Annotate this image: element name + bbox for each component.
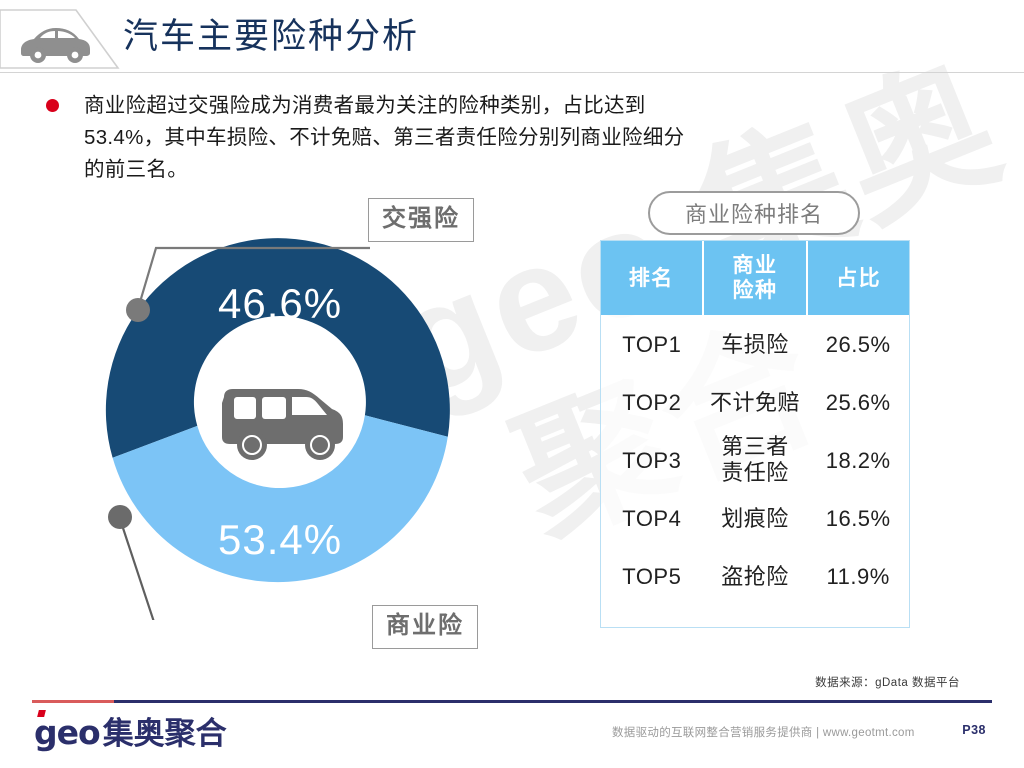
brand-logo: geo 集奥聚合	[34, 708, 227, 753]
footer-divider	[32, 700, 992, 703]
bullet-text: 商业险超过交强险成为消费者最为关注的险种类别，占比达到53.4%，其中车损险、不…	[84, 94, 685, 181]
van-icon	[212, 375, 352, 467]
footer-divider-accent	[32, 700, 114, 703]
cell-share: 25.6%	[825, 389, 891, 415]
callout-label-shangyexian: 商业险	[372, 605, 478, 649]
brand-logo-cn: 集奥聚合	[102, 716, 227, 751]
table-header-category-line1: 商业	[732, 254, 778, 277]
donut-chart-svg	[105, 238, 450, 620]
footer-tagline: 数据驱动的互联网整合营销服务提供商 | www.geotmt.com	[612, 727, 915, 739]
cell-category: 不计免赔	[709, 389, 800, 415]
cell-share: 18.2%	[825, 447, 891, 473]
slide-header: 汽车主要险种分析	[0, 0, 1024, 78]
data-source-note: 数据来源：gData 数据平台	[815, 677, 960, 689]
cell-category: 车损险	[721, 331, 789, 357]
cell-rank: TOP3	[622, 447, 682, 473]
table-header-share: 占比	[807, 241, 909, 315]
donut-slice-jiaoqiangxian	[105, 238, 450, 458]
donut-slice-shangyexian	[112, 415, 448, 583]
table-row: TOP1 车损险 26.5%	[601, 315, 909, 373]
table-header-category: 商业 险种	[702, 241, 809, 315]
cell-category: 划痕险	[721, 505, 789, 531]
header-divider	[0, 72, 1024, 73]
table-header-rank: 排名	[601, 241, 704, 315]
table-header-row: 排名 商业 险种 占比	[601, 241, 909, 315]
cell-rank: TOP2	[622, 389, 682, 415]
donut-chart: 46.6% 53.4% 交强险 商业险	[60, 180, 580, 670]
page-number: P38	[962, 723, 986, 737]
table-header-category-line2: 险种	[732, 279, 778, 302]
cell-rank: TOP1	[622, 331, 682, 357]
donut-value-jiaoqiangxian: 46.6%	[218, 280, 343, 327]
table-row: TOP4 划痕险 16.5%	[601, 489, 909, 547]
cell-rank: TOP5	[622, 563, 682, 589]
donut-value-shangyexian: 53.4%	[218, 516, 343, 563]
table-row: TOP3 第三者 责任险 18.2%	[601, 431, 909, 489]
cell-category: 第三者 责任险	[703, 431, 808, 489]
cell-category: 盗抢险	[721, 563, 789, 589]
brand-logo-latin-text: geo	[34, 713, 101, 752]
cell-share: 16.5%	[825, 505, 891, 531]
brand-logo-latin: geo	[34, 710, 101, 752]
cell-category-line2: 责任险	[721, 460, 789, 485]
cell-share: 26.5%	[825, 331, 891, 357]
table-row: TOP2 不计免赔 25.6%	[601, 373, 909, 431]
cell-category-line1: 第三者	[721, 434, 789, 459]
callout-leader-bottom	[108, 505, 155, 620]
ranking-table: 排名 商业 险种 占比 TOP1 车损险 26.5% TOP2 不计免赔	[601, 241, 909, 605]
car-icon	[18, 22, 92, 64]
table-body: TOP1 车损险 26.5% TOP2 不计免赔 25.6% TOP3 第三者 …	[601, 315, 909, 605]
page-title: 汽车主要险种分析	[123, 17, 420, 56]
cell-rank: TOP4	[622, 505, 682, 531]
callout-leader-top	[126, 246, 370, 322]
table-badge: 商业险种排名	[648, 191, 860, 235]
callout-label-jiaoqiangxian: 交强险	[368, 198, 474, 242]
cell-share: 11.9%	[826, 563, 890, 589]
ranking-table-panel: 排名 商业 险种 占比 TOP1 车损险 26.5% TOP2 不计免赔	[600, 240, 910, 628]
table-row: TOP5 盗抢险 11.9%	[601, 547, 909, 605]
bullet-paragraph: 商业险超过交强险成为消费者最为关注的险种类别，占比达到53.4%，其中车损险、不…	[46, 90, 696, 186]
bullet-dot-icon	[46, 99, 59, 112]
